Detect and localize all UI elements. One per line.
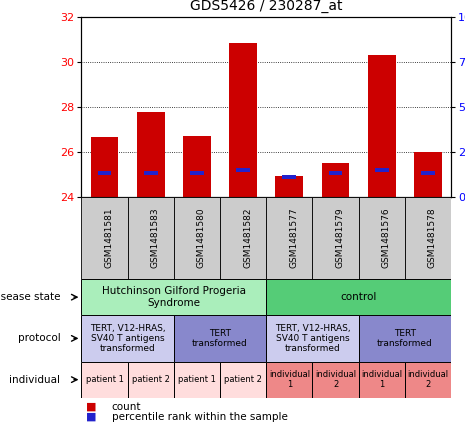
Bar <box>137 113 165 197</box>
Text: individual
1: individual 1 <box>361 370 402 389</box>
Text: percentile rank within the sample: percentile rank within the sample <box>112 412 287 422</box>
Bar <box>282 175 296 179</box>
Text: patient 1: patient 1 <box>178 375 216 384</box>
Bar <box>375 168 389 172</box>
Text: GSM1481581: GSM1481581 <box>105 208 113 268</box>
Bar <box>81 315 174 362</box>
Text: GSM1481582: GSM1481582 <box>243 208 252 268</box>
Bar <box>266 279 451 315</box>
Bar <box>229 43 257 197</box>
Bar <box>368 55 396 197</box>
Bar <box>98 171 112 176</box>
Text: individual: individual <box>9 375 60 385</box>
Bar <box>81 197 127 279</box>
Text: Hutchinson Gilford Progeria
Syndrome: Hutchinson Gilford Progeria Syndrome <box>102 286 246 308</box>
Text: TERT
transformed: TERT transformed <box>192 329 248 348</box>
Bar <box>405 197 451 279</box>
Bar <box>359 362 405 398</box>
Title: GDS5426 / 230287_at: GDS5426 / 230287_at <box>190 0 342 13</box>
Bar <box>174 315 266 362</box>
Text: GSM1481578: GSM1481578 <box>428 208 437 268</box>
Bar <box>421 171 435 176</box>
Bar <box>91 137 118 197</box>
Bar <box>266 315 359 362</box>
Text: individual
2: individual 2 <box>315 370 356 389</box>
Text: GSM1481577: GSM1481577 <box>289 208 299 268</box>
Text: patient 2: patient 2 <box>132 375 170 384</box>
Text: GSM1481579: GSM1481579 <box>336 208 345 268</box>
Text: ■: ■ <box>86 402 97 412</box>
Text: protocol: protocol <box>18 333 60 343</box>
Bar <box>236 168 250 172</box>
Bar <box>220 197 266 279</box>
Bar <box>81 279 266 315</box>
Bar <box>127 197 174 279</box>
Text: TERT, V12-HRAS,
SV40 T antigens
transformed: TERT, V12-HRAS, SV40 T antigens transfor… <box>90 324 166 353</box>
Bar <box>275 176 303 197</box>
Bar <box>359 197 405 279</box>
Bar <box>81 362 127 398</box>
Text: control: control <box>340 292 377 302</box>
Bar <box>322 163 349 197</box>
Text: TERT, V12-HRAS,
SV40 T antigens
transformed: TERT, V12-HRAS, SV40 T antigens transfor… <box>275 324 350 353</box>
Text: ■: ■ <box>86 412 97 422</box>
Bar <box>266 197 312 279</box>
Text: count: count <box>112 402 141 412</box>
Bar <box>414 152 442 197</box>
Bar <box>174 362 220 398</box>
Text: individual
2: individual 2 <box>407 370 449 389</box>
Text: disease state: disease state <box>0 292 60 302</box>
Bar <box>183 136 211 197</box>
Bar <box>329 171 342 176</box>
Text: patient 1: patient 1 <box>86 375 123 384</box>
Bar <box>174 197 220 279</box>
Text: patient 2: patient 2 <box>224 375 262 384</box>
Bar <box>405 362 451 398</box>
Text: TERT
transformed: TERT transformed <box>377 329 433 348</box>
Bar <box>144 171 158 176</box>
Bar <box>127 362 174 398</box>
Bar <box>359 315 451 362</box>
Bar <box>220 362 266 398</box>
Text: GSM1481583: GSM1481583 <box>151 208 159 268</box>
Bar <box>312 197 359 279</box>
Bar <box>190 171 204 176</box>
Bar <box>312 362 359 398</box>
Bar <box>266 362 312 398</box>
Text: individual
1: individual 1 <box>269 370 310 389</box>
Text: GSM1481576: GSM1481576 <box>382 208 391 268</box>
Text: GSM1481580: GSM1481580 <box>197 208 206 268</box>
